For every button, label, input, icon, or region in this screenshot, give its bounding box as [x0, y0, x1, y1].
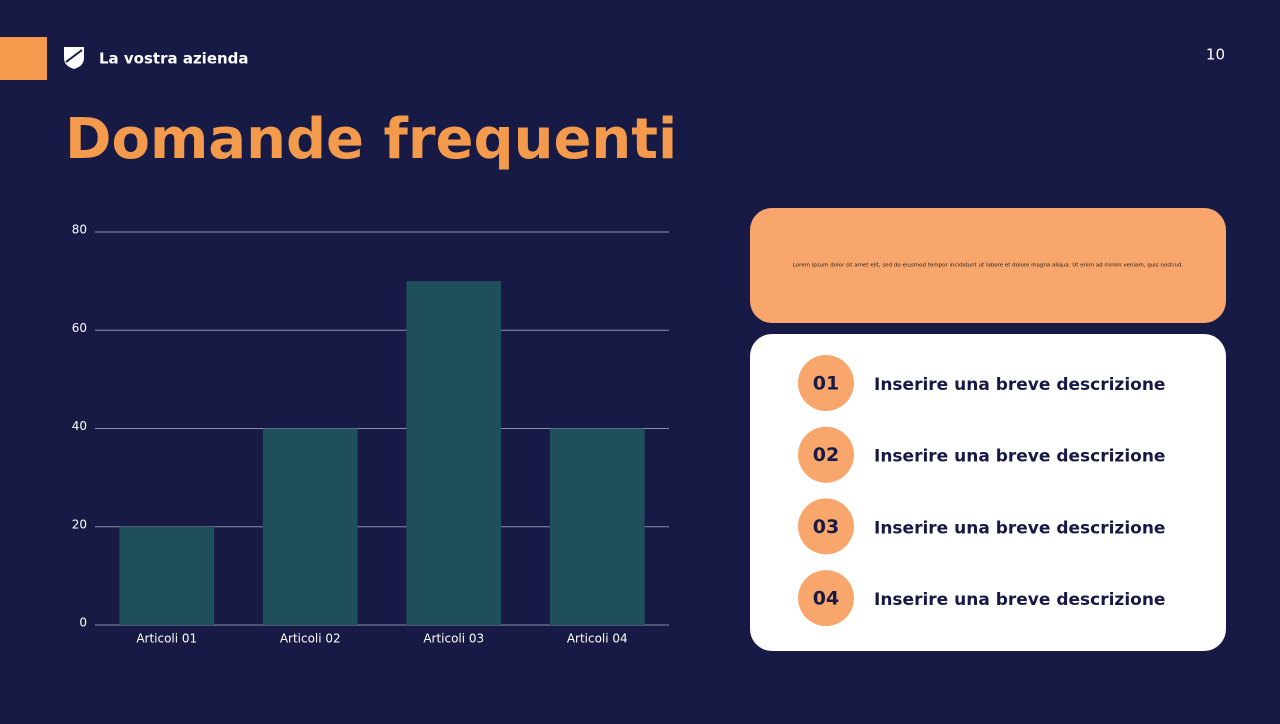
item-number: 03 — [813, 516, 839, 538]
number-badge — [798, 355, 854, 411]
x-tick-label: Articoli 04 — [567, 632, 628, 646]
x-tick-label: Articoli 01 — [136, 632, 197, 646]
list: 01 Inserire una breve descrizione 02 Inseri… — [798, 355, 1165, 627]
logo-stripe — [65, 49, 83, 63]
y-tick-label: 60 — [72, 321, 87, 335]
y-tick-label: 20 — [72, 517, 87, 531]
item-text: Inserire una breve descrizione — [874, 375, 1165, 395]
bar — [549, 428, 645, 625]
accent-block — [0, 37, 47, 80]
chart: 0 20 40 60 80 Articoli 01 Articoli 02 Articoli … — [72, 223, 669, 646]
company-name: La vostra azienda — [99, 50, 249, 68]
slide-title: Domande frequenti — [65, 107, 677, 172]
x-tick-label: Articoli 03 — [423, 632, 484, 646]
number-badge — [798, 570, 854, 627]
item-number: 04 — [813, 588, 839, 610]
item-text: Inserire una breve descrizione — [874, 518, 1165, 538]
y-tick-label: 80 — [72, 223, 87, 237]
item-number: 02 — [813, 444, 839, 466]
item-number: 01 — [813, 373, 839, 395]
list-box — [750, 334, 1226, 651]
bar — [262, 428, 358, 625]
bar — [406, 281, 502, 625]
note-text: Lorem ipsum dolor sit amet elit, sed do … — [793, 263, 1184, 269]
bar — [119, 526, 215, 625]
item-text: Inserire una breve descrizione — [874, 590, 1165, 610]
item-text: Inserire una breve descrizione — [874, 447, 1165, 467]
number-badge — [798, 426, 854, 483]
number-badge — [798, 498, 854, 555]
y-tick-label: 0 — [79, 616, 87, 630]
x-tick-label: Articoli 02 — [280, 632, 341, 646]
page-number: 10 — [1206, 46, 1225, 64]
note-box — [750, 208, 1226, 323]
y-tick-label: 40 — [72, 419, 87, 433]
